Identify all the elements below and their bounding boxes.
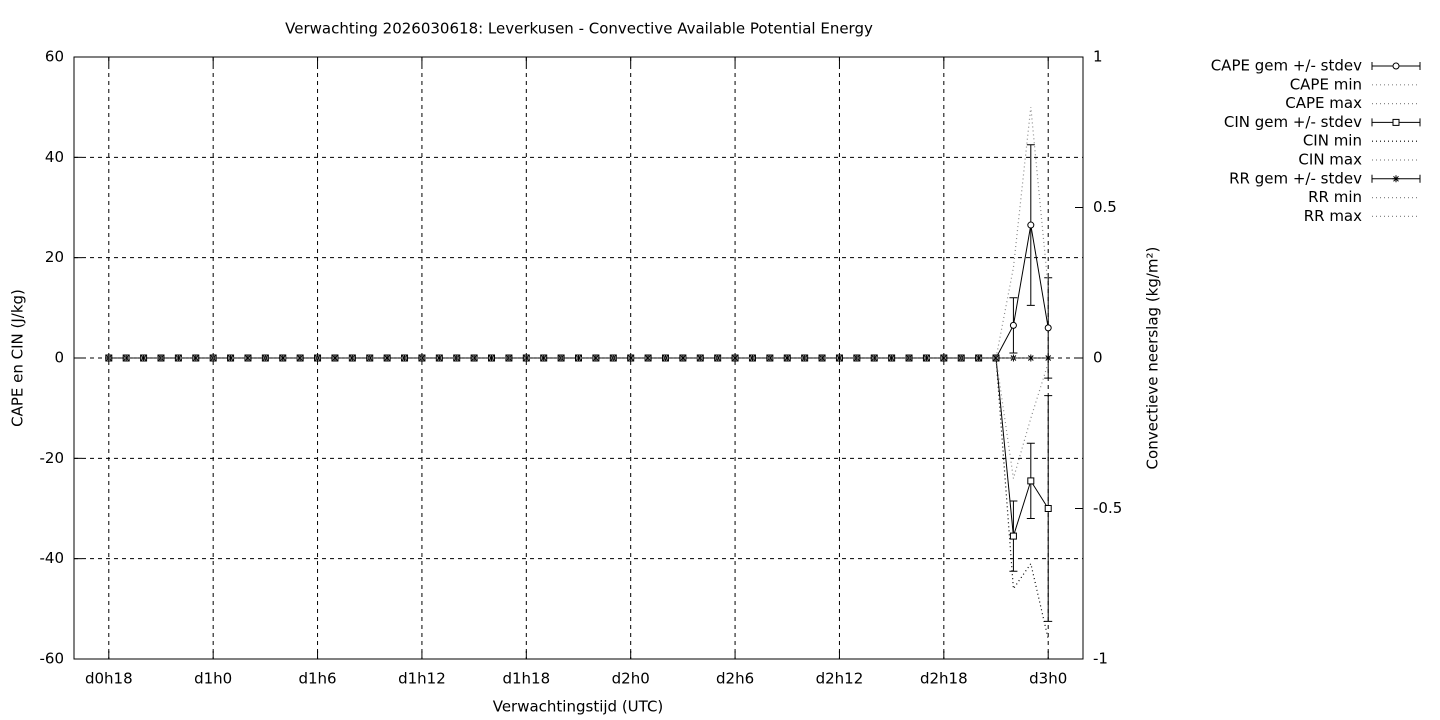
- x-tick-label: d1h0: [194, 670, 232, 688]
- marker: [1044, 324, 1052, 332]
- x-axis-label: Verwachtingstijd (UTC): [493, 698, 664, 716]
- marker: [244, 354, 252, 362]
- marker: [627, 354, 635, 362]
- marker: [766, 354, 774, 362]
- marker: [783, 354, 791, 362]
- x-tick-label: d1h6: [298, 670, 336, 688]
- x-tick-label: d3h0: [1029, 670, 1067, 688]
- marker: [1044, 505, 1052, 512]
- x-tick-label: d1h18: [502, 670, 550, 688]
- marker: [592, 354, 600, 362]
- y-tick-label: 40: [45, 148, 64, 166]
- legend-label: CIN gem +/- stdev: [1224, 113, 1362, 131]
- y2-tick-label: 0.5: [1093, 198, 1117, 216]
- x-tick-label: d0h18: [85, 670, 133, 688]
- legend-label: RR min: [1308, 188, 1362, 206]
- marker: [540, 354, 548, 362]
- legend-label: CIN min: [1303, 132, 1362, 150]
- legend-label: RR gem +/- stdev: [1229, 169, 1362, 187]
- x-tick-label: d2h18: [920, 670, 968, 688]
- legend-swatch: [1371, 62, 1421, 70]
- marker: [731, 354, 739, 362]
- y-tick-label: -60: [40, 650, 65, 668]
- marker: [401, 354, 409, 362]
- marker: [1044, 354, 1052, 362]
- y2-tick-label: -1: [1093, 650, 1108, 668]
- x-tick-label: d2h6: [716, 670, 754, 688]
- marker: [818, 354, 826, 362]
- y-tick-label: 20: [45, 248, 64, 266]
- y2-tick-label: -0.5: [1093, 499, 1122, 517]
- y2-tick-label: 0: [1093, 349, 1103, 367]
- legend-label: RR max: [1304, 207, 1362, 225]
- chart-title: Verwachting 2026030618: Leverkusen - Con…: [285, 20, 873, 38]
- marker: [1027, 354, 1035, 362]
- marker: [331, 354, 339, 362]
- marker: [279, 354, 287, 362]
- marker: [922, 354, 930, 362]
- legend-label: CIN max: [1298, 151, 1362, 169]
- marker: [418, 354, 426, 362]
- y-tick-label: -20: [40, 449, 65, 467]
- marker: [140, 354, 148, 362]
- marker: [679, 354, 687, 362]
- marker: [296, 354, 304, 362]
- y-tick-label: 60: [45, 48, 64, 66]
- legend-swatch: [1371, 174, 1421, 183]
- marker: [488, 354, 496, 362]
- marker: [105, 354, 113, 362]
- marker: [435, 354, 443, 362]
- marker: [174, 354, 182, 362]
- marker: [470, 354, 478, 362]
- marker: [522, 354, 530, 362]
- marker: [975, 354, 983, 362]
- marker: [227, 354, 235, 362]
- marker: [801, 354, 809, 362]
- marker: [940, 354, 948, 362]
- x-tick-label: d2h0: [612, 670, 650, 688]
- y-tick-label: -40: [40, 549, 65, 567]
- marker: [1009, 532, 1017, 540]
- legend-marker: [1392, 118, 1400, 126]
- legend-swatch: [1371, 118, 1421, 127]
- marker: [696, 354, 704, 362]
- y2-axis-label: Convectieve neerslag (kg/m²): [1144, 247, 1162, 470]
- plot-border: [73, 56, 1084, 660]
- marker: [1009, 321, 1017, 329]
- legend-marker: [1392, 175, 1400, 183]
- y-tick-label: 0: [54, 349, 64, 367]
- legend-marker: [1392, 62, 1400, 70]
- marker: [453, 354, 461, 362]
- marker: [192, 354, 200, 362]
- legend-label: CAPE gem +/- stdev: [1211, 57, 1362, 75]
- marker: [575, 354, 582, 362]
- legend-label: CAPE max: [1285, 94, 1362, 112]
- legend-label: CAPE min: [1290, 75, 1362, 93]
- marker: [644, 354, 652, 362]
- marker: [835, 354, 843, 362]
- x-tick-label: d2h12: [816, 670, 864, 688]
- marker: [383, 354, 391, 362]
- marker: [1027, 221, 1035, 229]
- marker: [1027, 477, 1035, 485]
- marker: [992, 354, 1000, 362]
- marker: [122, 354, 130, 362]
- marker: [870, 354, 878, 362]
- y2-tick-label: 1: [1093, 48, 1103, 66]
- marker: [748, 354, 756, 362]
- y-axis-label: CAPE en CIN (J/kg): [9, 289, 27, 427]
- x-tick-label: d1h12: [398, 670, 446, 688]
- marker: [888, 354, 896, 362]
- marker: [348, 354, 356, 362]
